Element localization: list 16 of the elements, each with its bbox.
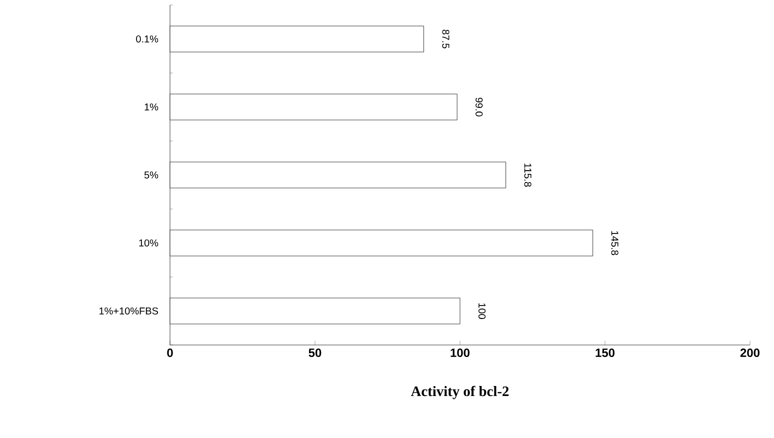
data-label: 99.0: [476, 98, 483, 116]
y-tick-label: 1%+10%FBS: [99, 307, 158, 315]
x-axis-title: Activity of bcl-2: [410, 386, 509, 400]
x-tick-label: 100: [450, 348, 470, 358]
x-tick-label: 50: [308, 348, 322, 358]
y-tick-label: 5%: [144, 171, 158, 179]
x-tick-label: 0: [167, 348, 173, 358]
data-label: 115.8: [524, 164, 532, 187]
x-tick-label: 150: [596, 348, 615, 358]
y-tick-label: 10%: [139, 239, 158, 247]
data-label: 100: [478, 303, 486, 319]
data-label: 87.5: [442, 30, 450, 48]
x-tick-label: 200: [740, 348, 760, 358]
data-label: 145.8: [611, 231, 618, 256]
y-tick-label: 1%: [144, 103, 158, 110]
y-tick-label: 0.1%: [136, 35, 158, 43]
